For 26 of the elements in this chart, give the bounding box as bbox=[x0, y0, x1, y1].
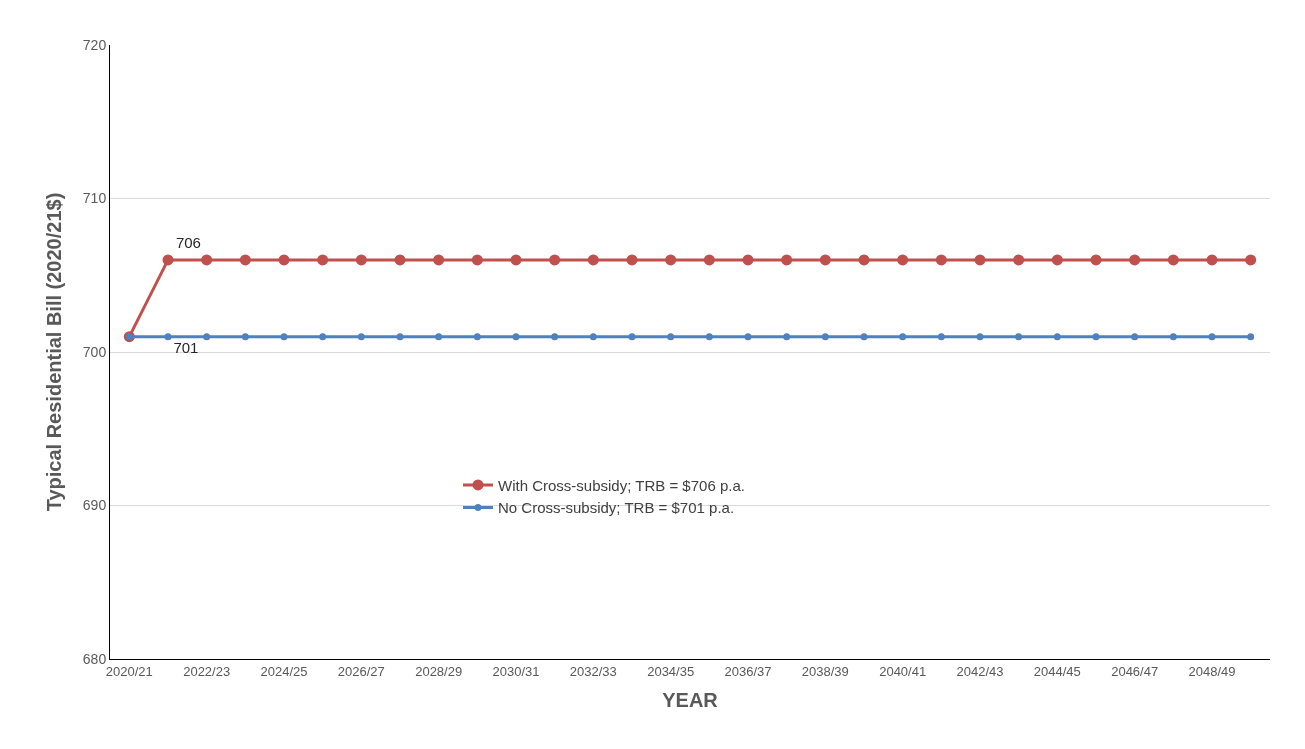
legend-label: With Cross-subsidy; TRB = $706 p.a. bbox=[498, 476, 745, 494]
x-tick-label: 2036/37 bbox=[724, 663, 772, 679]
y-tick-label: 710 bbox=[82, 190, 107, 207]
x-axis-title: YEAR bbox=[662, 689, 719, 712]
y-tick-label: 720 bbox=[82, 36, 107, 53]
x-tick-label: 2032/33 bbox=[569, 663, 617, 679]
x-tick-label: 2034/35 bbox=[647, 663, 695, 679]
x-tick-label: 2020/21 bbox=[105, 663, 153, 679]
x-tick-label: 2048/49 bbox=[1188, 663, 1236, 679]
y-tick-label: 680 bbox=[82, 650, 107, 667]
x-tick-label: 2028/29 bbox=[415, 663, 463, 679]
x-tick-label: 2038/39 bbox=[801, 663, 849, 679]
x-tick-label: 2044/45 bbox=[1033, 663, 1081, 679]
x-tick-label: 2026/27 bbox=[337, 663, 385, 679]
x-tick-label: 2042/43 bbox=[956, 663, 1004, 679]
y-tick-label: 700 bbox=[82, 343, 107, 360]
x-tick-label: 2022/23 bbox=[183, 663, 231, 679]
x-tick-label: 2030/31 bbox=[492, 663, 540, 679]
x-tick-label: 2046/47 bbox=[1111, 663, 1159, 679]
data-label: 706 bbox=[175, 234, 201, 252]
x-tick-label: 2024/25 bbox=[260, 663, 308, 679]
y-tick-label: 690 bbox=[82, 497, 107, 514]
legend-label: No Cross-subsidy; TRB = $701 p.a. bbox=[498, 499, 735, 517]
y-axis-title: Typical Residential Bill (2020/21$) bbox=[43, 192, 66, 512]
x-tick-label: 2040/41 bbox=[879, 663, 927, 679]
data-label: 701 bbox=[173, 339, 199, 357]
